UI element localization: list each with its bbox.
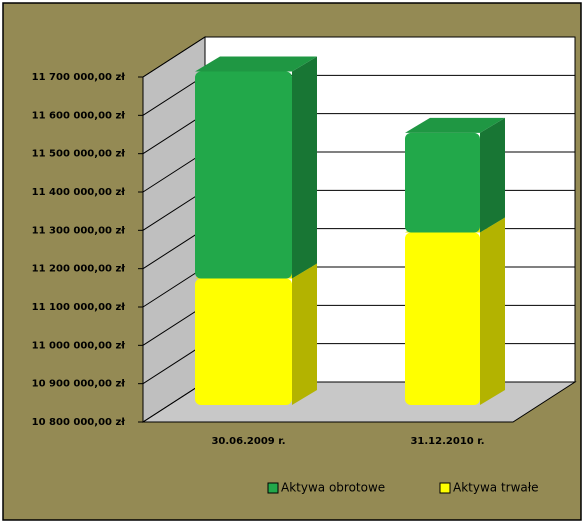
y-tick-label: 11 500 000,00 zł bbox=[32, 149, 126, 160]
bar-segment bbox=[405, 117, 505, 233]
bar-side bbox=[292, 263, 317, 405]
x-tick-label: 31.12.2010 r. bbox=[410, 436, 484, 447]
grid-line bbox=[142, 36, 575, 78]
y-tick-label: 11 600 000,00 zł bbox=[32, 110, 126, 121]
bar-top bbox=[405, 117, 505, 133]
y-tick-label: 11 200 000,00 zł bbox=[32, 264, 126, 275]
bar-side bbox=[292, 56, 317, 279]
y-tick-label: 11 400 000,00 zł bbox=[32, 187, 126, 198]
legend-label: Aktywa trwałe bbox=[453, 481, 539, 495]
legend-swatch bbox=[439, 482, 451, 494]
bar-front bbox=[405, 132, 480, 233]
bar-front bbox=[195, 278, 292, 405]
y-tick-label: 11 100 000,00 zł bbox=[32, 302, 126, 313]
bar-side bbox=[480, 117, 505, 233]
bar-segment bbox=[405, 217, 505, 405]
bar-front bbox=[195, 71, 292, 279]
bar-side bbox=[480, 217, 505, 405]
x-tick-label: 30.06.2009 r. bbox=[211, 436, 285, 447]
bar-front bbox=[405, 232, 480, 405]
bar-top bbox=[195, 56, 317, 72]
y-tick-label: 11 700 000,00 zł bbox=[32, 72, 126, 83]
y-tick-label: 11 000 000,00 zł bbox=[32, 340, 126, 351]
legend-label: Aktywa obrotowe bbox=[281, 481, 385, 495]
bar-segment bbox=[195, 56, 317, 279]
y-tick-label: 10 900 000,00 zł bbox=[32, 379, 126, 390]
y-tick-label: 11 300 000,00 zł bbox=[32, 225, 126, 236]
y-tick-label: 10 800 000,00 zł bbox=[32, 417, 126, 428]
legend-swatch bbox=[267, 482, 279, 494]
bar-segment bbox=[195, 263, 317, 405]
